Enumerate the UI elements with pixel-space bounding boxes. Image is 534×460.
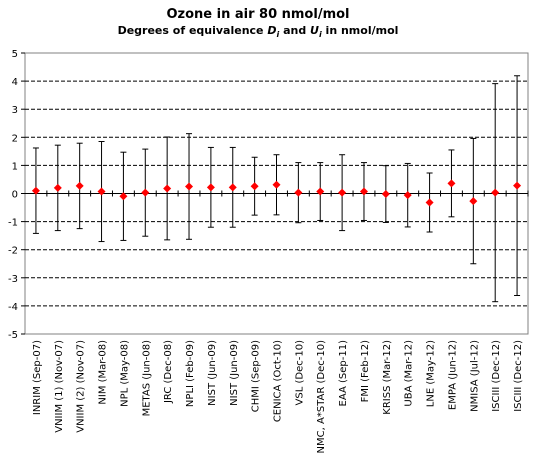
data-point — [141, 188, 150, 197]
data-point — [250, 182, 259, 191]
data-point — [272, 180, 281, 189]
x-tick-label: EAA (Sep-11) — [338, 340, 349, 407]
y-tick-label: 0 — [12, 190, 18, 201]
y-axis: 5 4 3 2 1 0 -1 -2 -3 -4 -5 — [8, 49, 25, 341]
x-axis: INRIM (Sep-07) VNIIM (1) (Nov-07) VNIIM (2… — [32, 190, 529, 454]
x-tick-label: NIM (Mar-08) — [98, 340, 109, 405]
data-point — [425, 198, 434, 207]
y-tick-label: 5 — [12, 49, 18, 60]
y-tick-label: -1 — [8, 218, 18, 229]
x-tick-label: CHMI (Sep-09) — [251, 340, 262, 412]
data-point — [316, 187, 325, 196]
data-point — [338, 188, 347, 197]
x-tick-label: NMC, A*STAR (Dec-10) — [316, 340, 327, 454]
y-tick-label: -3 — [8, 274, 18, 285]
x-tick-label: CENICA (Oct-10) — [273, 340, 284, 422]
data-point — [75, 181, 84, 190]
x-tick-label: NPLI (Feb-09) — [185, 340, 196, 407]
data-point — [381, 190, 390, 199]
x-tick-label: NIST (Jun-09) — [229, 340, 240, 406]
data-point — [447, 179, 456, 188]
data-point — [97, 187, 106, 196]
x-tick-label: VSL (Dec-10) — [294, 340, 305, 406]
x-tick-label: FMI (Feb-12) — [360, 340, 371, 402]
x-tick-label: EMPA (Jun-12) — [447, 340, 458, 410]
data-points — [31, 179, 522, 207]
data-point — [228, 183, 237, 192]
x-tick-label: ISCIII (Dec-12) — [513, 340, 524, 412]
x-tick-label: VNIIM (1) (Nov-07) — [54, 340, 65, 433]
chart-title: Ozone in air 80 nmol/mol — [166, 7, 349, 22]
x-tick-label: INRIM (Sep-07) — [32, 340, 43, 415]
chart-subtitle: Degrees of equivalence Di and Ui in nmol… — [118, 24, 399, 39]
data-point — [31, 186, 40, 195]
x-tick-label: UBA (Mar-12) — [404, 340, 415, 407]
x-tick-label: NPL (May-08) — [119, 340, 130, 407]
x-tick-label: NIST (Jun-09) — [207, 340, 218, 406]
data-point — [359, 187, 368, 196]
y-tick-label: -2 — [8, 246, 18, 257]
x-tick-label: VNIIM (2) (Nov-07) — [76, 340, 87, 433]
data-point — [53, 183, 62, 192]
y-tick-label: -5 — [8, 330, 18, 341]
data-point — [185, 182, 194, 191]
y-tick-label: -4 — [8, 302, 18, 313]
y-tick-label: 4 — [12, 77, 18, 88]
y-tick-label: 2 — [12, 133, 18, 144]
data-point — [513, 181, 522, 190]
data-point — [206, 183, 215, 192]
data-point — [491, 188, 500, 197]
data-point — [163, 184, 172, 193]
data-point — [119, 192, 128, 201]
data-point — [403, 191, 412, 200]
x-tick-label: METAS (Jun-08) — [141, 340, 152, 417]
data-point — [294, 188, 303, 197]
x-tick-label: KRISS (Mar-12) — [382, 340, 393, 415]
x-tick-label: JRC (Dec-08) — [163, 340, 174, 404]
x-tick-label: NMISA (Jul-12) — [469, 340, 480, 412]
y-tick-label: 3 — [12, 105, 18, 116]
y-tick-label: 1 — [12, 161, 18, 172]
data-point — [469, 197, 478, 206]
x-tick-label: ISCIII (Dec-12) — [491, 340, 502, 412]
x-tick-label: LNE (May-12) — [426, 340, 437, 407]
